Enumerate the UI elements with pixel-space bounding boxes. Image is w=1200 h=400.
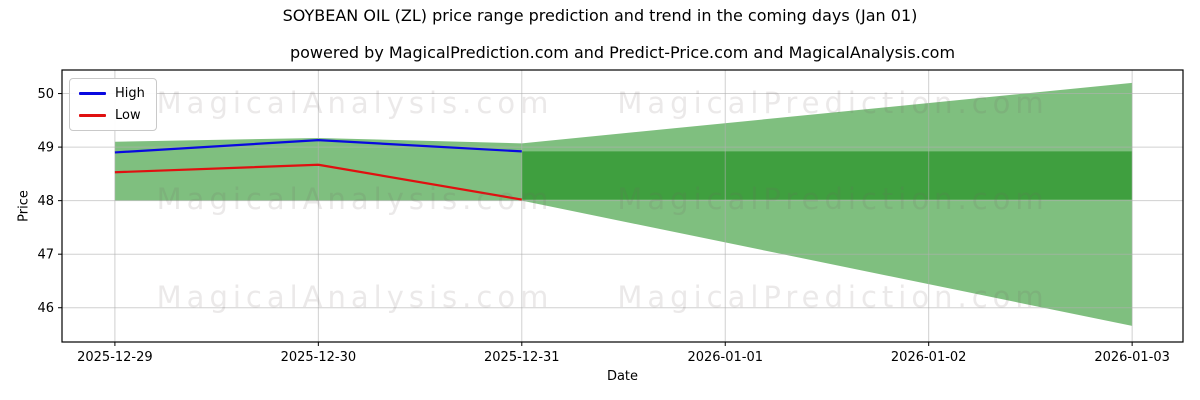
legend-item-low: Low — [79, 108, 145, 123]
x-axis-label: Date — [606, 369, 639, 384]
watermark-text: MagicalPrediction.com — [617, 182, 1048, 216]
high-line — [114, 139, 522, 154]
y-tick-label: 48 — [37, 194, 54, 209]
chart-subtitle: powered by MagicalPrediction.com and Pre… — [289, 43, 956, 62]
legend-label-low: Low — [115, 108, 141, 123]
x-tick-label: 2026-01-03 — [1094, 350, 1170, 365]
y-tick-label: 50 — [37, 87, 54, 102]
y-tick-label: 46 — [37, 301, 54, 316]
x-tick-label: 2026-01-01 — [687, 350, 763, 365]
legend-label-high: High — [115, 86, 145, 101]
watermark-text: MagicalPrediction.com — [617, 86, 1048, 120]
watermark-text: MagicalAnalysis.com — [157, 182, 554, 216]
legend-item-high: High — [79, 86, 145, 101]
y-tick-label: 47 — [37, 248, 54, 263]
forecast-trend-wedge-fill — [521, 82, 1133, 326]
y-tick-label: 49 — [37, 141, 54, 156]
watermark-text: MagicalAnalysis.com — [157, 86, 554, 120]
low-line-swatch — [79, 114, 106, 117]
x-tick-label: 2026-01-02 — [891, 350, 967, 365]
watermark-text: MagicalAnalysis.com — [157, 280, 554, 314]
forecast-range-band-fill — [521, 151, 1133, 200]
legend: High Low — [69, 78, 157, 131]
low-line — [114, 163, 522, 201]
x-tick-label: 2025-12-31 — [484, 350, 560, 365]
watermark-text: MagicalPrediction.com — [617, 280, 1048, 314]
x-tick-label: 2025-12-29 — [77, 350, 153, 365]
high-line-swatch — [79, 92, 106, 95]
axes-frame — [61, 69, 1184, 343]
chart-title: SOYBEAN OIL (ZL) price range prediction … — [282, 6, 918, 25]
x-tick-label: 2025-12-30 — [281, 350, 357, 365]
